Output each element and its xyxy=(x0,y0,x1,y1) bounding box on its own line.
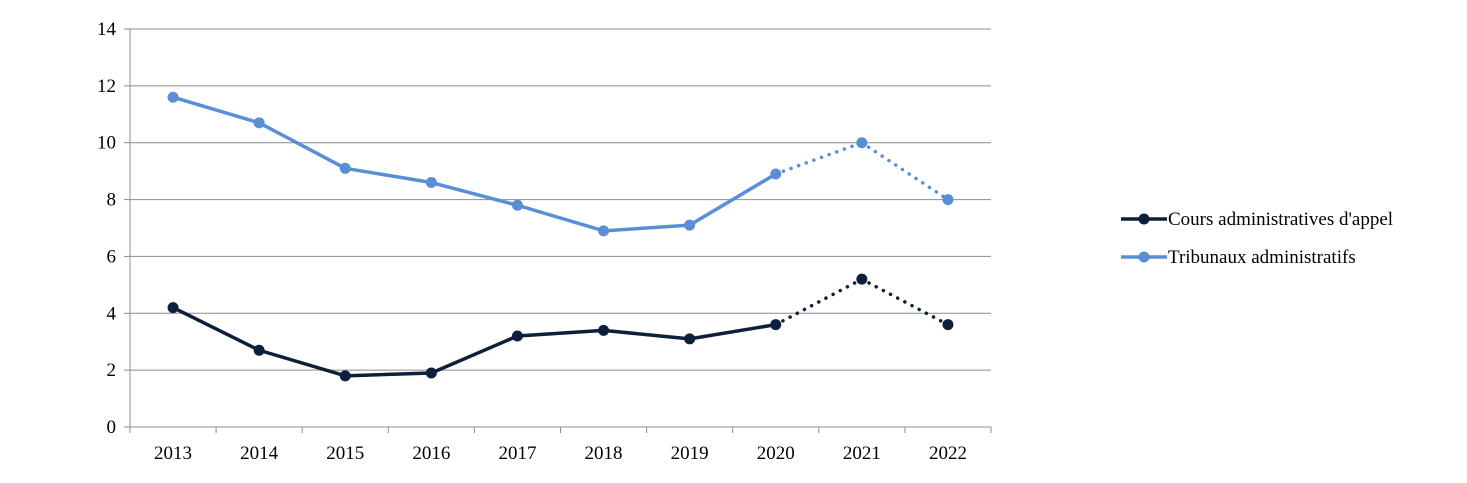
x-tick-label: 2020 xyxy=(757,443,795,464)
legend-label: Tribunaux administratifs xyxy=(1168,247,1356,268)
y-tick-label: 4 xyxy=(107,303,117,324)
x-tick-label: 2016 xyxy=(412,443,450,464)
x-tick-label: 2013 xyxy=(154,443,192,464)
x-tick-label: 2014 xyxy=(240,443,279,464)
series-segment-dotted xyxy=(774,277,864,327)
legend-item: Cours administratives d'appel xyxy=(1121,209,1393,230)
series-segment xyxy=(687,322,778,341)
series-segment xyxy=(515,203,606,233)
x-tick-label: 2018 xyxy=(585,443,623,464)
data-point xyxy=(598,225,610,237)
series-cours-administratives xyxy=(167,273,954,382)
x-tick-label: 2022 xyxy=(929,443,967,464)
series-segment xyxy=(257,348,347,378)
y-tick-label: 12 xyxy=(97,76,116,97)
legend-item: Tribunaux administratifs xyxy=(1121,247,1356,268)
x-tick-label: 2015 xyxy=(326,443,364,464)
series-segment xyxy=(171,95,261,125)
series-segment xyxy=(429,180,520,208)
data-point xyxy=(253,344,265,356)
series-lines xyxy=(167,91,954,382)
data-point xyxy=(942,319,954,331)
data-point xyxy=(856,273,868,285)
series-segment xyxy=(429,334,520,375)
series-segment xyxy=(343,166,434,185)
data-point xyxy=(425,367,437,379)
data-point xyxy=(253,117,265,129)
data-point xyxy=(770,319,782,331)
y-tick-label: 14 xyxy=(97,19,117,40)
series-segment-dotted xyxy=(774,140,864,176)
data-point xyxy=(684,219,696,231)
data-point xyxy=(167,302,179,314)
data-point xyxy=(942,194,954,206)
data-point xyxy=(167,91,179,103)
legend-swatch-marker xyxy=(1138,213,1150,225)
series-segment xyxy=(601,328,692,341)
data-point xyxy=(339,162,351,174)
legend-swatch-marker xyxy=(1138,251,1150,263)
x-tick-label: 2017 xyxy=(498,443,536,464)
y-tick-label: 2 xyxy=(107,360,117,381)
series-segment xyxy=(601,223,692,233)
y-tick-label: 10 xyxy=(97,133,116,154)
data-point xyxy=(511,199,523,211)
data-point xyxy=(598,324,610,336)
y-tick-label: 8 xyxy=(107,190,117,211)
x-tick-label: 2021 xyxy=(843,443,881,464)
y-tick-label: 6 xyxy=(107,246,117,267)
series-segment xyxy=(687,172,778,227)
series-segment-dotted xyxy=(860,140,950,202)
gridlines xyxy=(130,28,991,371)
legend-label: Cours administratives d'appel xyxy=(1168,209,1393,230)
legend: Cours administratives d'appel Tribunaux a… xyxy=(1121,209,1393,268)
y-tick-label: 0 xyxy=(107,417,117,438)
series-segment xyxy=(171,305,261,352)
data-point xyxy=(856,137,868,149)
data-point xyxy=(684,333,696,345)
series-segment-dotted xyxy=(860,277,950,327)
series-tribunaux-administratifs xyxy=(167,91,954,237)
data-point xyxy=(339,370,351,382)
data-point xyxy=(425,177,437,189)
data-point xyxy=(770,168,782,180)
series-segment xyxy=(343,371,434,378)
data-point xyxy=(511,330,523,342)
series-segment xyxy=(515,328,606,338)
x-tick-label: 2019 xyxy=(671,443,709,464)
series-segment xyxy=(257,121,347,171)
axes: 0 2 4 6 8 10 12 14 2013 2014 2015 2016 2017 2018 2019 2… xyxy=(97,19,992,464)
